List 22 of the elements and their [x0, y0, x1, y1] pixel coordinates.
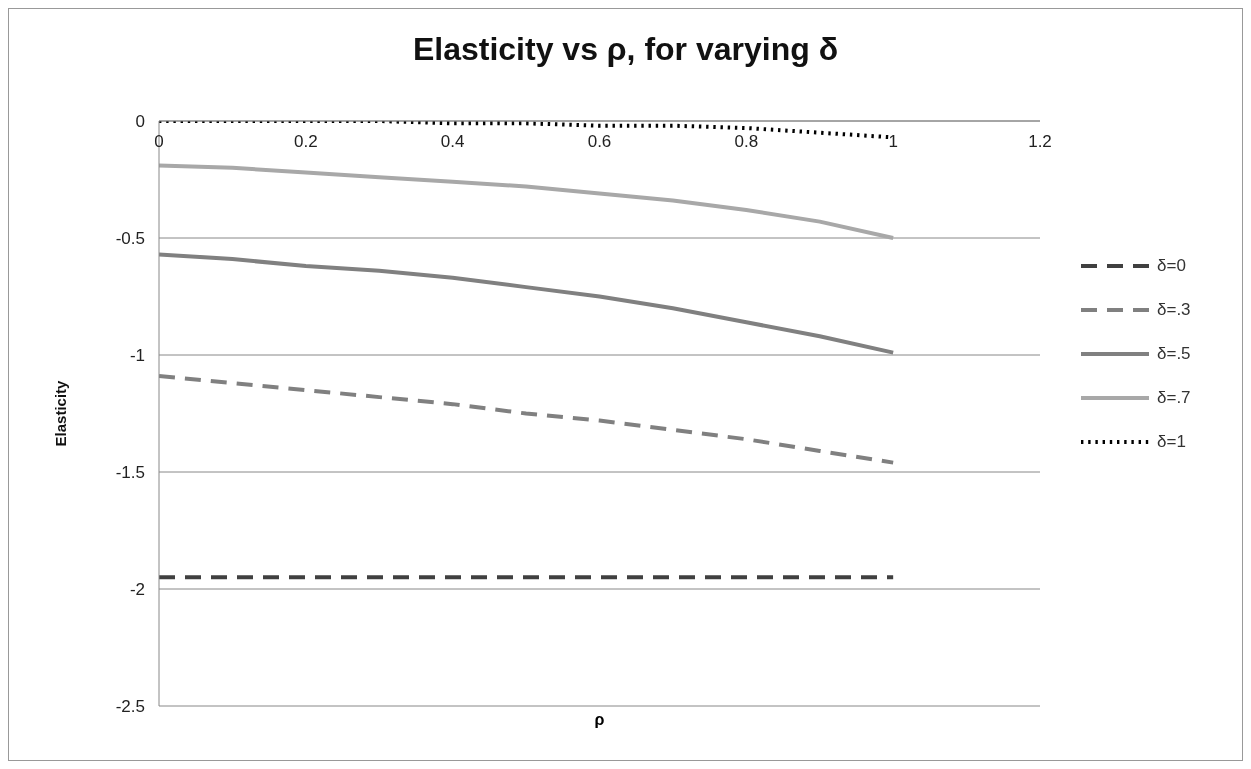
x-tick-label: 0.4	[440, 132, 465, 151]
legend-label: δ=.3	[1157, 300, 1191, 320]
y-tick-label: -2	[129, 580, 145, 599]
legend-label: δ=.5	[1157, 344, 1191, 364]
y-tick-label: -1.5	[115, 463, 145, 482]
y-tick-label: -2.5	[115, 697, 145, 716]
y-tick-label: -1	[129, 346, 145, 365]
x-axis-title: ρ	[593, 711, 606, 729]
line-series	[159, 163, 896, 240]
x-tick-label: 1.2	[1028, 132, 1052, 151]
x-tick-label: 0.8	[734, 132, 759, 151]
legend-label: δ=1	[1157, 432, 1186, 452]
y-tick-label: -0.5	[115, 229, 145, 248]
legend-label: δ=0	[1157, 256, 1186, 276]
x-tick-label: 1	[888, 132, 898, 151]
y-tick-label: 0	[135, 112, 145, 131]
x-tick-label: 0.6	[587, 132, 612, 151]
chart-title: Elasticity vs ρ, for varying δ	[411, 31, 840, 68]
legend-label: δ=.7	[1157, 388, 1191, 408]
y-axis-title: Elasticity	[52, 379, 70, 447]
x-tick-label: 0.2	[294, 132, 318, 151]
x-tick-label: 0	[154, 132, 164, 151]
